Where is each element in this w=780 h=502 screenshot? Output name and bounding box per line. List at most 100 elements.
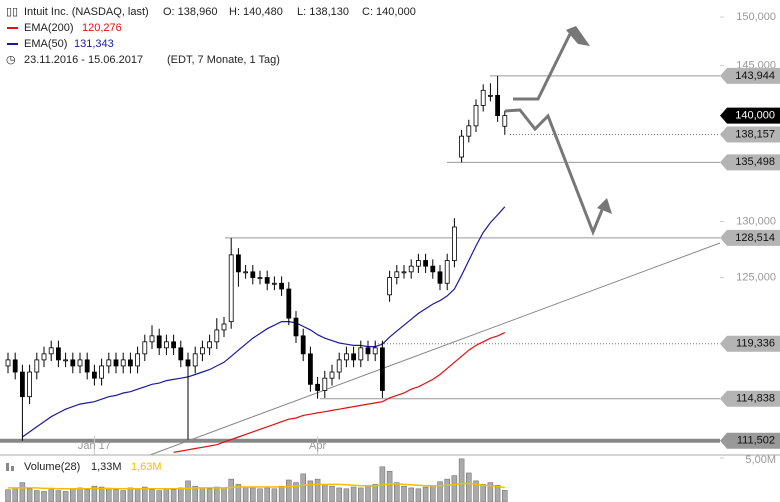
volume-bar: [300, 473, 306, 502]
x-tick-label: Apr: [309, 440, 326, 452]
candle-body: [56, 347, 61, 361]
volume-bar: [242, 486, 249, 502]
legend-value: 131,343: [74, 38, 114, 50]
volume-bar: [77, 487, 83, 502]
candle-body: [495, 94, 501, 117]
candle-body: [113, 359, 119, 367]
candle-body: [336, 359, 342, 373]
level-label: 128,514: [735, 232, 775, 244]
candle-body: [235, 254, 241, 273]
volume-bar: [26, 488, 33, 502]
volume-bar: [487, 482, 494, 502]
candle-body: [63, 359, 68, 362]
volume-legend-last: 1,33M: [91, 461, 122, 473]
volume-bar: [170, 489, 177, 502]
candle-body: [387, 277, 393, 296]
candle-body: [293, 317, 299, 337]
candle-body: [70, 359, 76, 367]
volume-bar: [293, 482, 299, 502]
candle-body: [502, 115, 508, 127]
volume-bar: [271, 488, 278, 502]
y-tick-label: 150,000: [736, 11, 776, 23]
volume-bar: [394, 482, 400, 502]
candle-body: [178, 347, 184, 361]
volume-bar: [214, 486, 220, 502]
candle-body: [92, 371, 97, 379]
volume-bar: [113, 489, 119, 502]
candle-body: [48, 347, 54, 355]
volume-bar: [127, 487, 134, 502]
candle-body: [271, 282, 277, 285]
volume-legend-bg: [4, 460, 174, 474]
candle-body: [171, 341, 177, 349]
candle-body: [430, 265, 436, 273]
volume-bar: [34, 490, 40, 502]
volume-bar: [120, 490, 126, 502]
ema-line: [173, 332, 506, 453]
volume-bar: [386, 470, 393, 502]
candle-body: [156, 335, 162, 349]
candle-body: [163, 341, 169, 349]
volume-legend-name: Volume(28): [24, 461, 80, 473]
candle-body: [408, 265, 414, 273]
volume-bar: [314, 478, 321, 502]
volume-bar: [134, 488, 141, 502]
arrow-head: [566, 26, 590, 46]
volume-bar: [84, 489, 90, 502]
y-tick-label: 130,000: [736, 215, 776, 227]
volume-bar: [473, 480, 479, 502]
candle-body: [84, 359, 90, 373]
volume-bar: [91, 485, 98, 502]
candle-body: [466, 125, 472, 137]
volume-bar: [502, 490, 508, 502]
period: 23.11.2016 - 15.06.2017: [24, 54, 143, 66]
low-value: L: 138,130: [297, 6, 349, 18]
price-levels: 150,000145,000130,000125,000143,944140,0…: [0, 11, 780, 449]
arrow-up: [513, 33, 572, 101]
candle-body: [473, 105, 479, 127]
candle-body: [5, 359, 11, 367]
candle-body: [185, 359, 191, 367]
candle-body: [12, 359, 18, 373]
candle-body: [365, 347, 371, 355]
chart-icon: ▯▯: [6, 6, 18, 18]
open-value: O: 138,960: [163, 6, 217, 18]
volume-bar: [480, 484, 486, 502]
level-label: 140,000: [735, 110, 775, 122]
volume-bar: [278, 485, 285, 502]
level-box: [720, 390, 780, 407]
volume-bar: [451, 475, 458, 502]
candle-body: [480, 89, 486, 106]
candle-body: [264, 277, 270, 284]
candle-body: [286, 288, 292, 319]
volume-bar: [264, 487, 270, 502]
volume-bar: [62, 491, 69, 502]
arrow-down: [504, 108, 604, 237]
volume-bar: [98, 486, 105, 502]
candle-body: [487, 94, 493, 97]
candle-body: [379, 347, 385, 391]
high-value: H: 140,480: [229, 6, 283, 18]
candle-body: [243, 271, 249, 274]
candle-body: [27, 371, 33, 398]
candle-body: [149, 335, 155, 343]
legend: ▯▯ Intuit Inc. (NASDAQ, last) O: 138,960…: [6, 6, 416, 66]
volume-bar: [70, 488, 76, 502]
arrow-head: [597, 198, 612, 214]
candle-body: [228, 254, 234, 323]
level-label: 114,838: [736, 393, 775, 405]
volume-bar: [336, 487, 342, 502]
candle-body: [99, 365, 104, 379]
volume-bar: [307, 480, 314, 502]
candle-body: [437, 271, 443, 284]
trend-line: [149, 242, 721, 456]
level-label: 111,502: [737, 435, 775, 447]
candle-body: [250, 271, 256, 278]
candle-body: [300, 335, 306, 355]
volume-bar: [185, 480, 191, 502]
candle-body: [207, 341, 213, 349]
candle-body: [135, 353, 141, 367]
volume-bar: [178, 487, 184, 502]
volume-bar: [221, 487, 227, 502]
x-tick-label: Jan 17: [78, 440, 111, 452]
